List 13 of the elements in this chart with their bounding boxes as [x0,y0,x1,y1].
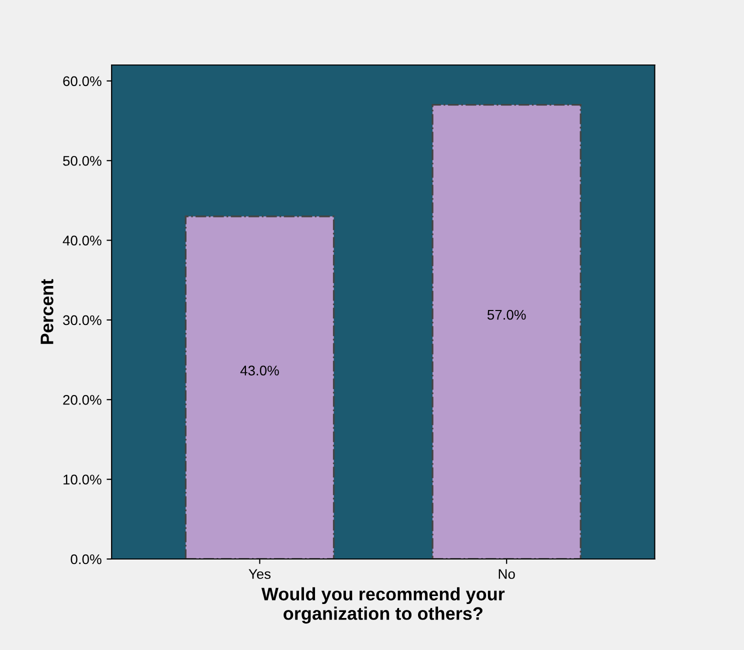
y-tick-label: 50.0% [63,156,102,166]
y-tick-label: 30.0% [63,315,102,326]
y-tick-label: 40.0% [62,236,102,246]
y-tick-label: 10.0% [64,474,102,484]
data-label: 57.0% [487,310,526,320]
y-tick-label: 0.0% [70,554,102,564]
y-axis-title: Percent [40,279,54,344]
y-tick-label: 20.0% [63,394,102,405]
y-tick-label: 60.0% [63,76,102,86]
x-axis-title: Would you recommend your organization to others? [261,587,505,624]
data-label: 43.0% [240,366,279,376]
x-tick-label: No [498,569,515,579]
x-tick-label: Yes [248,569,271,579]
